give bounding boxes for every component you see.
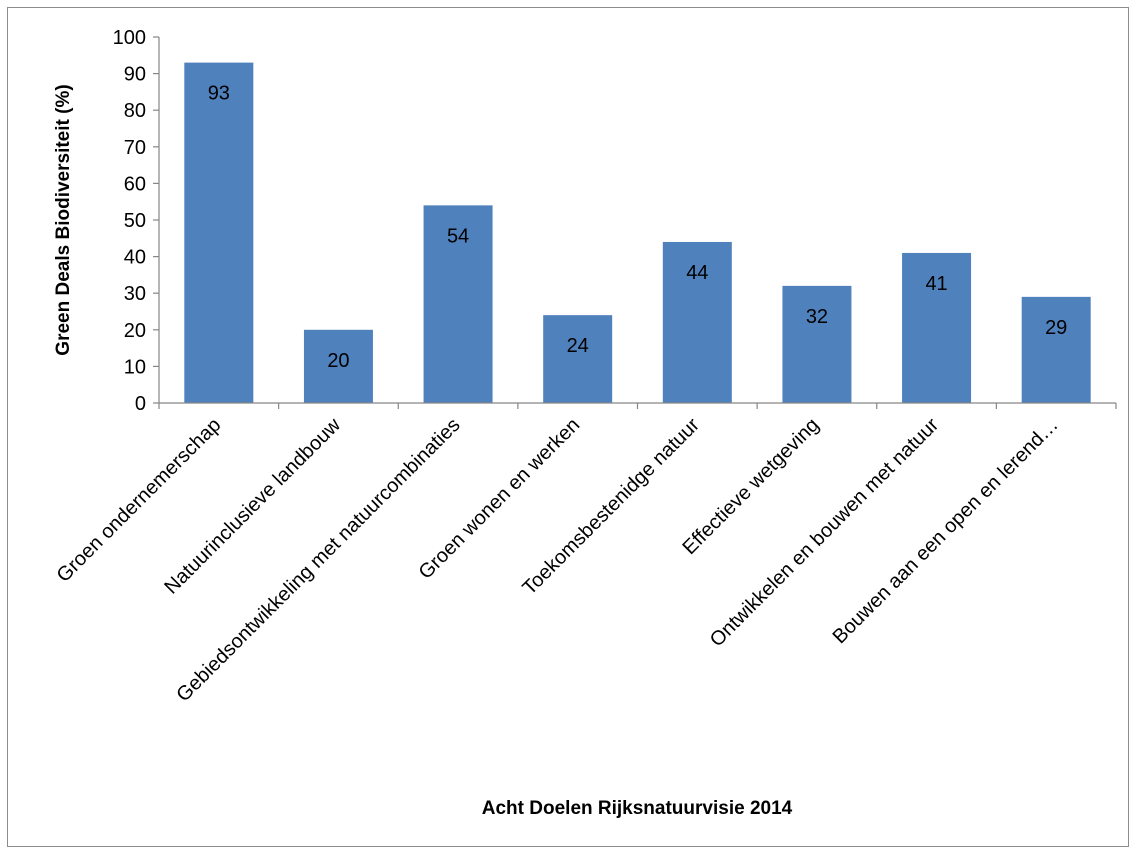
x-category-label: Gebiedsontwikkeling met natuurcombinatie…	[172, 414, 464, 706]
y-tick-label: 50	[124, 210, 146, 232]
bar	[423, 205, 493, 403]
bar	[303, 329, 373, 403]
y-tick-label: 40	[124, 247, 146, 269]
y-tick-label: 100	[113, 27, 146, 49]
bar-data-label: 54	[447, 225, 469, 247]
y-tick-label: 60	[124, 173, 146, 195]
bar	[543, 315, 613, 403]
bar	[1021, 296, 1091, 403]
bar-data-label: 41	[925, 273, 947, 295]
axes-layer	[158, 37, 1116, 404]
bar-data-label: 24	[567, 335, 589, 357]
bar-data-label: 93	[208, 83, 230, 105]
bar-data-label: 44	[686, 262, 708, 284]
y-tick-label: 30	[124, 283, 146, 305]
x-category-label: Ontwikkelen en bouwen met natuur	[706, 414, 943, 651]
y-axis-title: Green Deals Biodiversiteit (%)	[53, 84, 74, 355]
bar	[782, 285, 852, 403]
y-tick-label: 70	[124, 137, 146, 159]
bar-data-label: 32	[806, 306, 828, 328]
y-tick-label: 20	[124, 320, 146, 342]
bar	[184, 62, 254, 404]
y-tick-label: 90	[124, 64, 146, 86]
x-category-label: Bouwen aan een open en lerend…	[829, 414, 1063, 648]
ticks-layer	[153, 36, 1117, 409]
bar	[902, 252, 972, 403]
x-axis-title: Acht Doelen Rijksnatuurvisie 2014	[482, 798, 793, 819]
x-category-label: Effectieve wetgeving	[678, 414, 823, 559]
bars-layer	[184, 62, 1091, 404]
y-tick-label: 80	[124, 100, 146, 122]
y-tick-label: 0	[135, 393, 146, 415]
bar	[662, 241, 732, 403]
bar-data-label: 29	[1045, 317, 1067, 339]
bar-data-label: 20	[327, 350, 349, 372]
y-tick-label: 10	[124, 356, 146, 378]
